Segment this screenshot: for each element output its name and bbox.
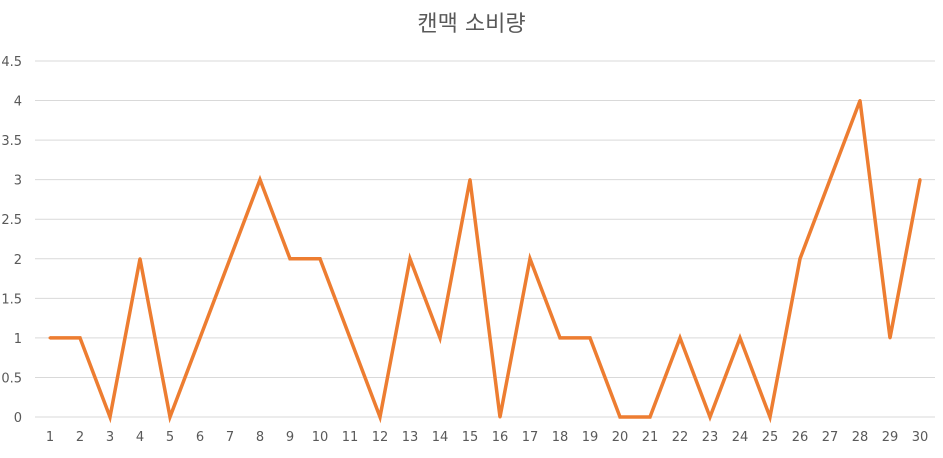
data-point [288,257,292,261]
series-line-0 [50,99,922,424]
x-tick-label: 1 [46,430,54,445]
data-point [528,257,532,261]
data-point [408,257,412,261]
x-tick-label: 2 [76,430,84,445]
x-tick-label: 9 [286,430,294,445]
data-point [498,415,502,419]
x-tick-label: 29 [882,430,899,445]
x-tick-label: 15 [462,430,479,445]
x-axis-tick-labels: 1 2 3 4 5 6 7 8 9 10 11 12 13 14 15 16 17 18 19 20 21 22 23 24 2… [46,430,928,445]
data-point [78,336,82,340]
y-tick-label: 3.5 [1,134,22,149]
x-tick-label: 6 [196,430,204,445]
data-point [708,415,712,419]
x-tick-label: 18 [552,430,569,445]
x-tick-label: 14 [432,430,449,445]
data-point [348,336,352,340]
data-point [558,336,562,340]
x-tick-label: 4 [136,430,144,445]
y-tick-label: 0.5 [1,371,22,386]
data-point [798,257,802,261]
y-tick-label: 1.5 [1,292,22,307]
data-point [588,336,592,340]
data-point [888,336,892,340]
data-point [618,415,622,419]
x-tick-label: 30 [912,430,929,445]
y-tick-label: 1 [14,332,22,347]
data-point [318,257,322,261]
data-point [768,415,772,419]
data-point [228,257,232,261]
data-point [198,336,202,340]
data-point [828,178,832,182]
data-point [168,415,172,419]
data-point [48,336,52,340]
x-tick-label: 20 [612,430,629,445]
data-point [378,415,382,419]
x-tick-label: 22 [672,430,689,445]
x-tick-label: 21 [642,430,659,445]
x-tick-label: 8 [256,430,264,445]
x-tick-label: 17 [522,430,539,445]
data-point [738,336,742,340]
x-tick-label: 12 [372,430,389,445]
x-tick-label: 26 [792,430,809,445]
y-tick-label: 4 [14,95,22,110]
data-point [648,415,652,419]
x-tick-label: 7 [226,430,234,445]
y-axis-tick-labels: 0 0.5 1 1.5 2 2.5 3 3.5 4 4.5 [1,55,22,426]
data-point [438,336,442,340]
x-tick-label: 28 [852,430,869,445]
data-point [108,415,112,419]
chart-title: 캔맥 소비량 [417,12,526,37]
y-tick-label: 0 [14,411,22,426]
x-tick-label: 11 [342,430,359,445]
x-tick-label: 3 [106,430,114,445]
x-tick-label: 25 [762,430,779,445]
x-tick-label: 19 [582,430,599,445]
x-tick-label: 13 [402,430,419,445]
x-tick-label: 16 [492,430,509,445]
y-tick-label: 2 [14,253,22,268]
x-tick-label: 24 [732,430,749,445]
data-point [918,178,922,182]
data-point [678,336,682,340]
data-point [858,99,862,103]
x-tick-label: 23 [702,430,719,445]
x-tick-label: 10 [312,430,329,445]
x-tick-label: 5 [166,430,174,445]
data-point [468,178,472,182]
data-point [138,257,142,261]
data-point [258,178,262,182]
x-tick-label: 27 [822,430,839,445]
y-tick-label: 4.5 [1,55,22,70]
y-tick-label: 2.5 [1,213,22,228]
gridlines [35,60,935,418]
y-tick-label: 3 [14,174,22,189]
series-lines [48,99,922,424]
